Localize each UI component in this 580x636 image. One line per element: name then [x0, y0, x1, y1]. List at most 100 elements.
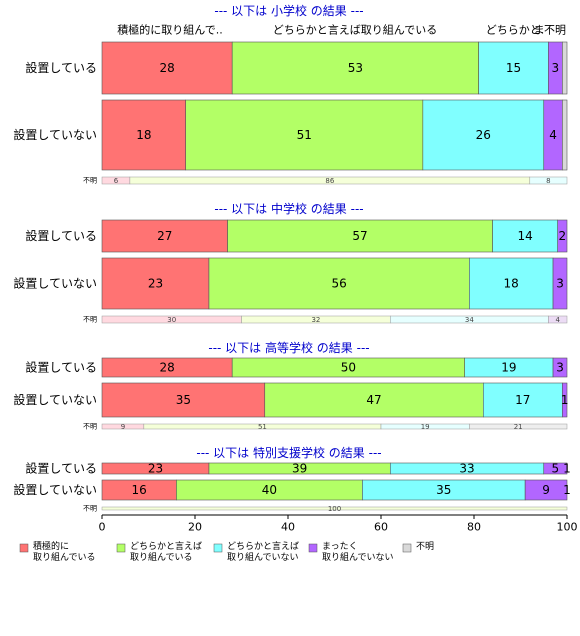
- unknown-value-label: 9: [121, 423, 125, 431]
- value-label: 9: [542, 483, 550, 497]
- legend-swatch: [19, 543, 29, 553]
- unknown-row-label: 不明: [83, 505, 97, 513]
- value-label: 18: [504, 277, 519, 291]
- value-label: 35: [436, 483, 451, 497]
- value-label: 15: [506, 61, 521, 75]
- row-label: 設置していない: [13, 392, 97, 407]
- value-label: 23: [148, 277, 163, 291]
- unknown-value-label: 51: [258, 423, 267, 431]
- value-label: 14: [518, 229, 533, 243]
- value-label: 18: [136, 128, 151, 142]
- bar-segment: [101, 382, 266, 418]
- bar-segment: [185, 99, 424, 171]
- top-category-label: ま: [534, 24, 545, 37]
- legend-label: どちらかと言えば取り組んでいる: [130, 540, 202, 563]
- value-label: 4: [549, 128, 557, 142]
- unknown-row-label: 不明: [83, 316, 97, 324]
- legend-swatch: [308, 543, 318, 553]
- value-label: 3: [556, 361, 564, 375]
- value-label: 26: [476, 128, 491, 142]
- value-label: 28: [159, 61, 174, 75]
- bar-segment: [264, 382, 484, 418]
- unknown-row-label: 不明: [83, 177, 97, 185]
- bar-segment: [552, 357, 568, 378]
- row-label: 設置している: [25, 461, 97, 476]
- value-label: 53: [348, 61, 363, 75]
- unknown-value-label: 8: [546, 177, 550, 185]
- top-category-label: 不明: [544, 24, 566, 37]
- value-label: 1: [561, 393, 569, 407]
- unknown-value-label: 6: [114, 177, 119, 185]
- value-label: 17: [515, 393, 530, 407]
- unknown-value-label: 100: [328, 505, 341, 513]
- row-label: 設置していない: [13, 127, 97, 142]
- value-label: 57: [352, 229, 367, 243]
- value-label: 28: [159, 361, 174, 375]
- unknown-bar-segment: [548, 315, 568, 324]
- legend-swatch: [213, 543, 223, 553]
- bar-segment: [552, 257, 568, 310]
- legend-label: 不明: [416, 541, 434, 552]
- x-tick-label: 100: [557, 521, 578, 534]
- bar-segment: [208, 257, 470, 310]
- bar-segment: [231, 41, 479, 95]
- value-label: 47: [366, 393, 381, 407]
- bar-segment: [101, 99, 186, 171]
- value-label: 1: [563, 462, 571, 476]
- unknown-value-label: 19: [421, 423, 430, 431]
- value-label: 35: [176, 393, 191, 407]
- unknown-bar-segment: [469, 423, 568, 430]
- x-tick-label: 60: [374, 521, 388, 534]
- legend-label: どちらかと言えば取り組んでいない: [227, 540, 299, 563]
- row-label: 設置している: [25, 360, 97, 375]
- value-label: 5: [552, 462, 560, 476]
- value-label: 33: [459, 462, 474, 476]
- panel-title: --- 以下は 特別支援学校 の結果 ---: [196, 445, 381, 460]
- bar-segment: [482, 382, 563, 418]
- x-tick-label: 80: [467, 521, 481, 534]
- value-label: 39: [292, 462, 307, 476]
- row-label: 設置している: [25, 228, 97, 243]
- unknown-value-label: 34: [465, 316, 474, 324]
- bar-segment: [557, 219, 568, 253]
- top-category-label: どちらかと言えば取り組んでいる: [273, 24, 437, 37]
- value-label: 56: [332, 277, 347, 291]
- legend-swatch: [402, 543, 412, 553]
- value-label: 2: [559, 229, 567, 243]
- bar-segment: [227, 219, 493, 253]
- panel-title: --- 以下は 中学校 の結果 ---: [214, 201, 363, 216]
- legend-label: まったく取り組んでいない: [322, 541, 394, 563]
- bar-segment: [543, 462, 568, 475]
- bar-segment: [524, 479, 568, 501]
- value-label: 19: [501, 361, 516, 375]
- unknown-value-label: 4: [555, 316, 560, 324]
- legend-label: 積極的に取り組んでいる: [33, 540, 96, 563]
- value-label: 3: [556, 277, 564, 291]
- bar-segment: [562, 99, 568, 171]
- value-label: 51: [297, 128, 312, 142]
- value-label: 50: [341, 361, 356, 375]
- value-label: 40: [262, 483, 277, 497]
- unknown-value-label: 32: [311, 316, 320, 324]
- value-label: 27: [157, 229, 172, 243]
- bar-segment: [562, 41, 568, 95]
- row-label: 設置していない: [13, 482, 97, 497]
- value-label: 23: [148, 462, 163, 476]
- unknown-row-label: 不明: [83, 423, 97, 431]
- top-category-label: 積極的に取り組んで..: [117, 23, 222, 37]
- bar-segment: [562, 382, 568, 418]
- value-label: 1: [563, 483, 571, 497]
- row-label: 設置している: [25, 60, 97, 75]
- unknown-value-label: 21: [514, 423, 523, 431]
- bar-segment: [101, 219, 228, 253]
- bar-segment: [469, 257, 554, 310]
- bar-segment: [101, 257, 210, 310]
- bar-segment: [492, 219, 559, 253]
- row-label: 設置していない: [13, 276, 97, 291]
- legend-swatch: [116, 543, 126, 553]
- unknown-value-label: 30: [167, 316, 176, 324]
- unknown-bar-segment: [529, 176, 568, 185]
- top-category-label: どちらかと.: [486, 24, 545, 37]
- unknown-bar-segment: [101, 506, 568, 511]
